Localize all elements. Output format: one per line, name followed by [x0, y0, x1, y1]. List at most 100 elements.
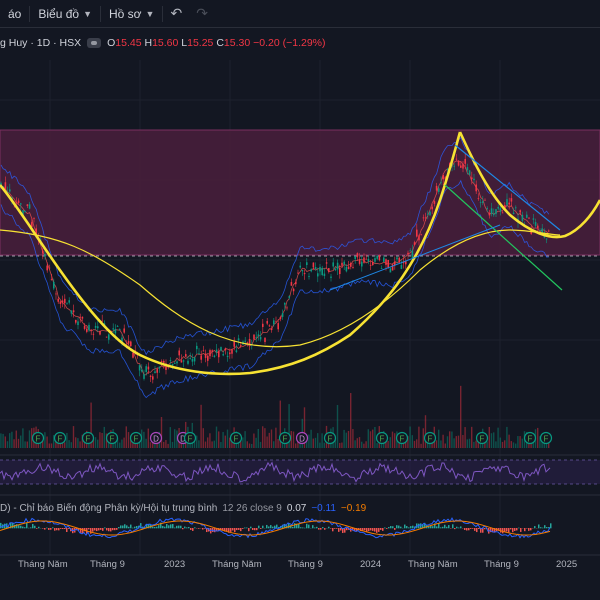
candle-body [114, 328, 117, 334]
chart-menu[interactable]: Biểu đồ ▼ [30, 0, 100, 28]
candle-body [42, 250, 44, 254]
event-marker[interactable]: F [475, 431, 489, 445]
event-marker[interactable]: F [81, 431, 95, 445]
candle-body [268, 325, 271, 327]
eye-icon[interactable] [87, 38, 102, 48]
volume-bar [380, 440, 383, 448]
volume-bar [387, 440, 389, 448]
candle-body [464, 159, 466, 164]
macd-histogram-bar [328, 526, 330, 529]
event-marker[interactable]: D [295, 431, 309, 445]
candle-body [92, 333, 95, 335]
candle-body [132, 352, 134, 358]
event-marker[interactable]: F [278, 431, 292, 445]
volume-bar [497, 427, 499, 448]
macd-histogram-bar [168, 525, 170, 529]
candle-body [288, 296, 290, 298]
macd-histogram-bar [290, 525, 292, 529]
event-marker[interactable]: F [523, 431, 537, 445]
event-marker[interactable]: F [183, 431, 197, 445]
time-label: Tháng Năm [408, 559, 458, 570]
macd-histogram-bar [90, 528, 92, 534]
candle-body [378, 255, 381, 261]
macd-histogram-bar [170, 524, 172, 529]
event-marker[interactable]: F [129, 431, 143, 445]
handle-curve[interactable] [458, 131, 600, 239]
volume-bar [90, 402, 92, 448]
event-marker[interactable]: F [53, 431, 67, 445]
candle-body [526, 214, 528, 218]
event-marker[interactable]: F [395, 431, 409, 445]
candle-body [44, 254, 46, 257]
event-marker[interactable]: D [149, 431, 163, 445]
chevron-down-icon: ▼ [145, 8, 155, 19]
bollinger-lower [0, 179, 549, 399]
candle-body [121, 337, 123, 342]
candle-body [244, 340, 246, 342]
candle-body [75, 319, 77, 323]
macd-histogram-bar [378, 528, 380, 532]
macd-histogram-bar [160, 522, 162, 529]
trend-line-lower[interactable] [444, 184, 563, 291]
macd-histogram-bar [466, 528, 468, 531]
macd-histogram-bar [382, 528, 384, 531]
volume-bar [255, 437, 257, 448]
macd-histogram-bar [374, 528, 376, 532]
volume-bar [154, 441, 156, 448]
event-marker[interactable]: F [539, 431, 553, 445]
volume-bar [44, 432, 46, 448]
resistance-zone[interactable] [0, 129, 600, 256]
profile-menu[interactable]: Hồ sơ ▼ [101, 0, 162, 28]
event-marker[interactable]: F [423, 431, 437, 445]
event-marker[interactable]: F [105, 431, 119, 445]
candle-body [372, 262, 374, 266]
macd-histogram-bar [84, 528, 86, 532]
macd-histogram-bar [58, 528, 60, 531]
macd-histogram-bar [504, 528, 506, 533]
volume-bar [13, 439, 15, 448]
event-marker[interactable]: F [229, 431, 243, 445]
macd-histogram-bar [48, 528, 50, 530]
candle-body [466, 167, 469, 171]
macd-histogram-bar [182, 528, 184, 530]
candle-body [352, 267, 354, 269]
event-marker[interactable]: F [323, 431, 337, 445]
undo-icon[interactable]: ↶ [170, 5, 183, 21]
candle-body [427, 213, 429, 215]
macd-title[interactable]: D) - Chỉ báo Biến động Phân kỳ/Hội tụ tr… [0, 503, 218, 514]
macd-histogram-bar [162, 525, 164, 529]
volume-bar [506, 426, 508, 448]
candle-body [123, 328, 125, 333]
candle-body [444, 176, 447, 180]
symbol-title[interactable]: g Huy · 1D · HSX [0, 37, 82, 49]
volume-bar [501, 441, 504, 448]
candle-body [35, 228, 37, 235]
volume-bar [317, 433, 319, 448]
cup-curve[interactable] [0, 131, 462, 376]
candle-body [191, 358, 194, 362]
volume-bar [209, 433, 211, 448]
candle-body [499, 208, 502, 212]
candle-body [70, 310, 73, 314]
svg-text:F: F [544, 435, 549, 444]
trend-line-upper[interactable] [454, 144, 561, 231]
candle-body [207, 355, 209, 361]
redo-icon[interactable]: ↷ [196, 5, 208, 21]
volume-bar [224, 435, 226, 448]
event-marker[interactable]: F [31, 431, 45, 445]
volume-bar [312, 438, 314, 448]
event-marker[interactable]: F [375, 431, 389, 445]
candle-body [332, 262, 334, 267]
time-axis: Tháng Năm Tháng 9 2023 Tháng Năm Tháng 9… [18, 559, 577, 570]
partial-menu-item[interactable]: áo [0, 0, 29, 28]
volume-bar [389, 437, 391, 448]
svg-text:F: F [188, 435, 193, 444]
candle-body [387, 259, 389, 268]
macd-histogram-bar [480, 528, 482, 533]
volume-bar [50, 443, 53, 448]
candle-body [341, 262, 343, 266]
candle-body [187, 360, 189, 364]
trend-line-support[interactable] [329, 224, 501, 291]
